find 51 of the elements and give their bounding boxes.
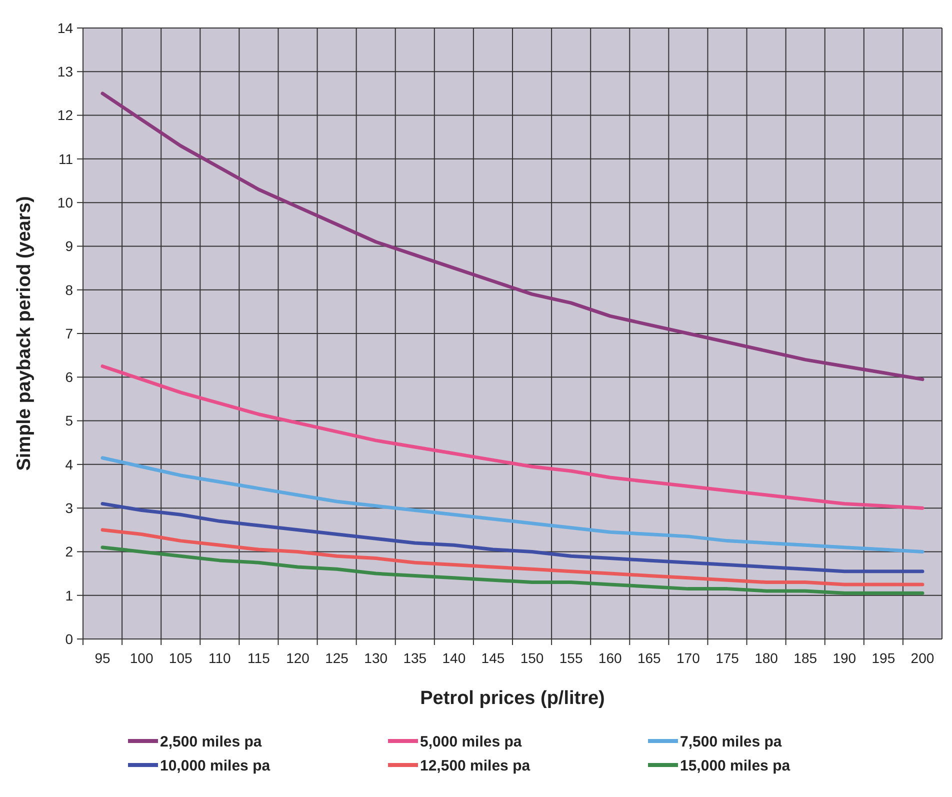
x-tick-label: 170 [676,650,700,666]
y-tick-label: 9 [65,238,74,254]
x-tick-label: 135 [403,650,427,666]
x-tick-label: 175 [716,650,740,666]
x-tick-label: 140 [442,650,466,666]
y-tick-label: 0 [65,630,74,647]
y-tick-label: 3 [65,500,74,516]
y-tick-label: 8 [65,282,74,298]
x-tick-label: 155 [559,650,583,666]
legend-label: 2,500 miles pa [160,733,262,750]
x-tick-label: 200 [910,650,934,666]
y-tick-label: 14 [57,20,74,36]
x-tick-label: 160 [598,650,622,666]
y-tick-label: 11 [58,150,74,167]
y-tick-label: 13 [57,64,74,80]
legend-label: 7,500 miles pa [680,733,782,750]
x-tick-label: 115 [248,650,270,666]
y-tick-label: 7 [65,325,74,342]
y-tick-label: 5 [65,412,74,429]
line-series [100,546,924,595]
x-tick-label: 165 [637,650,662,666]
legend-label: 10,000 miles pa [160,757,271,774]
y-tick-label: 1 [65,587,74,604]
legend-label: 12,500 miles pa [420,757,531,774]
y-tick-label: 6 [65,369,74,386]
y-tick-label: 4 [65,456,74,472]
x-tick-label: 145 [481,650,505,666]
x-tick-label: 150 [520,650,544,666]
line-series [100,528,924,586]
y-tick-label: 2 [65,544,74,560]
x-tick-label: 125 [325,650,349,666]
legend-label: 5,000 miles pa [420,733,522,750]
line-series [100,456,924,554]
x-tick-label: 130 [364,650,388,666]
legend-label: 15,000 miles pa [680,757,791,774]
x-tick-label: 185 [794,650,818,666]
x-tick-label: 190 [832,650,856,666]
y-axis-title: Simple payback period (years) [14,196,35,471]
x-tick-label: 120 [286,650,310,666]
line-series [100,92,924,382]
x-tick-label: 180 [754,650,778,666]
y-tick-label: 12 [57,107,74,124]
x-axis-title: Petrol prices (p/litre) [420,688,605,709]
x-tick-label: 100 [130,650,154,666]
x-tick-label: 95 [94,650,111,666]
x-tick-label: 195 [872,650,896,666]
x-tick-label: 110 [208,650,232,666]
line-series [100,502,924,574]
line-series [100,364,924,510]
x-tick-label: 105 [168,650,193,666]
y-tick-label: 10 [57,194,74,210]
